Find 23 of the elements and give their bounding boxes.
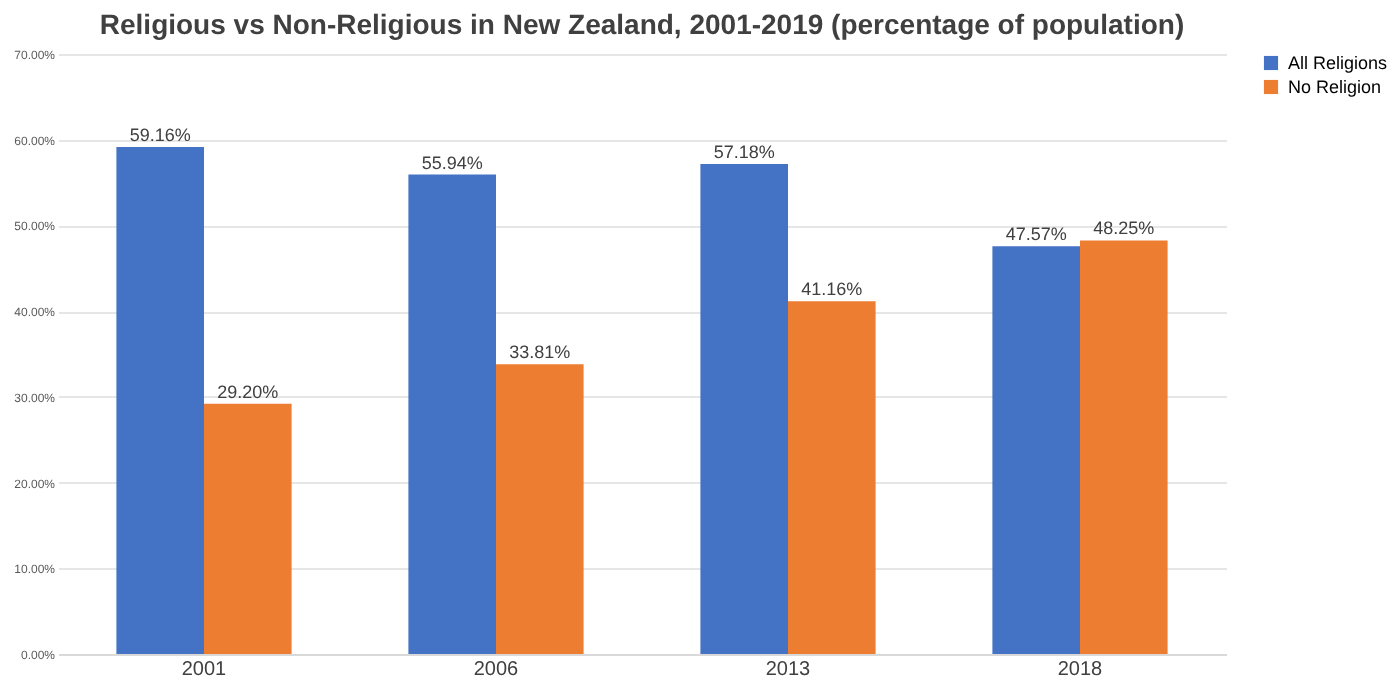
data-label: 33.81% bbox=[509, 342, 571, 363]
data-label: 48.25% bbox=[1093, 218, 1155, 239]
x-tick-label: 2018 bbox=[1057, 659, 1104, 681]
data-label: 59.16% bbox=[129, 124, 191, 145]
legend-label: All Religions bbox=[1288, 53, 1389, 73]
chart-title: Religious vs Non-Religious in New Zealand, 2001-2019 (percentage of population) bbox=[99, 8, 1185, 40]
data-label: 47.57% bbox=[1005, 224, 1067, 245]
data-label: 41.16% bbox=[801, 279, 863, 300]
bar bbox=[992, 246, 1080, 654]
data-label: 57.18% bbox=[713, 141, 775, 162]
bar bbox=[788, 301, 876, 654]
x-tick-label: 2006 bbox=[473, 659, 520, 681]
data-label: 55.94% bbox=[421, 152, 483, 173]
bar bbox=[496, 364, 584, 654]
bar bbox=[1080, 240, 1168, 654]
data-label: 29.20% bbox=[217, 381, 279, 402]
x-tick-label: 2001 bbox=[181, 659, 228, 681]
bar bbox=[408, 174, 496, 654]
bar bbox=[204, 403, 292, 654]
legend-label: No Religion bbox=[1288, 77, 1382, 97]
bar bbox=[700, 163, 788, 654]
bar bbox=[116, 146, 204, 654]
x-tick-label: 2013 bbox=[765, 659, 812, 681]
